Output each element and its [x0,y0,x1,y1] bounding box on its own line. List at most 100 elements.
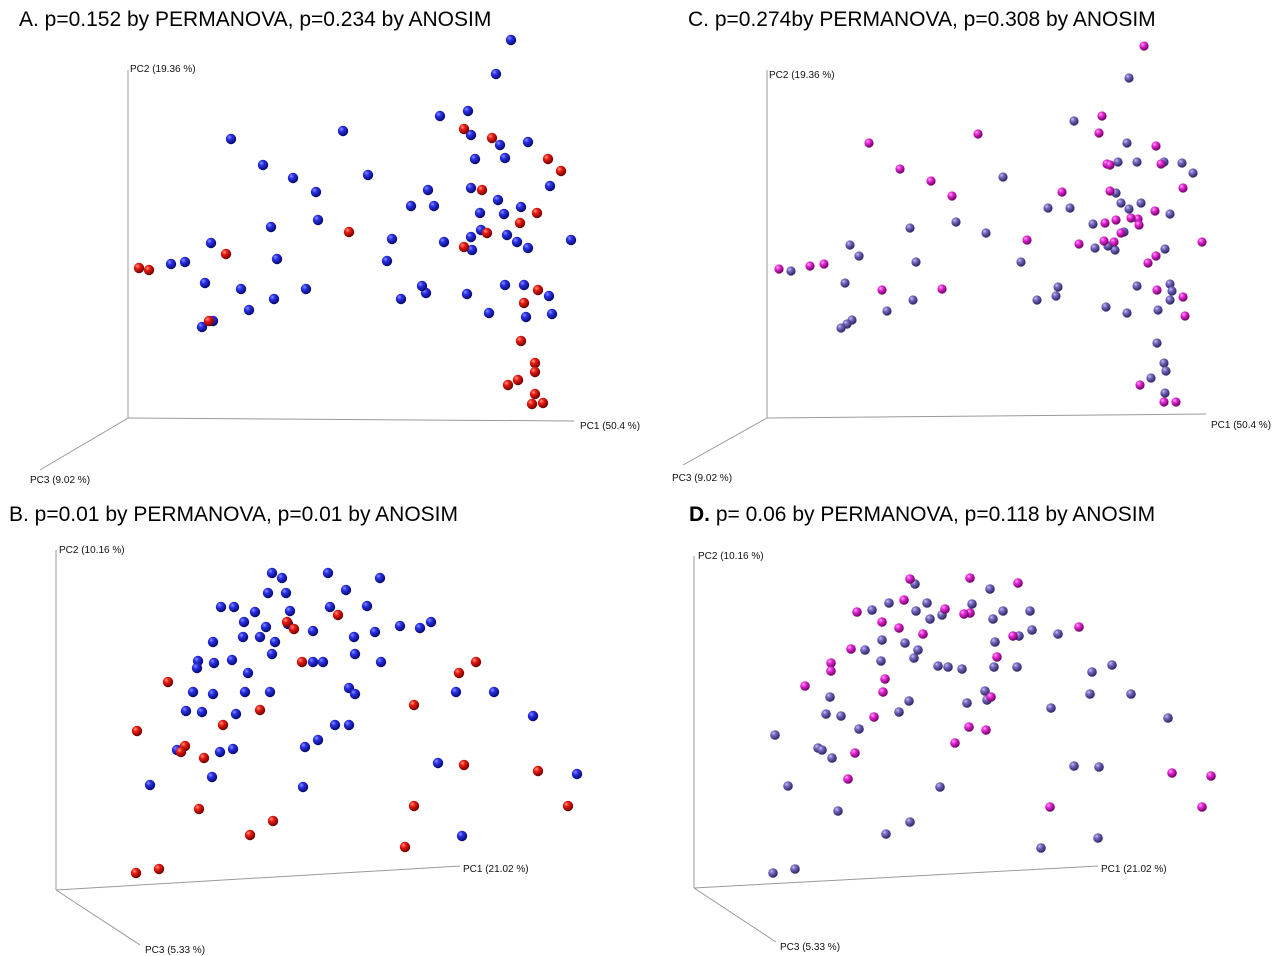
panel-b-red-point [267,815,279,827]
panel-d-magenta-point [880,674,890,684]
panel-c-pc1-label: PC1 (50.4 %) [1211,420,1271,431]
panel-c-purple-point [1159,358,1169,368]
panel-c-magenta-point [864,138,874,148]
panel-a-blue-point [546,308,558,320]
panel-a-red-point [542,153,554,165]
panel-b-blue-point [414,622,426,634]
panel-a-blue-point [499,279,511,291]
panel-a-blue-point [265,221,277,233]
panel-a-points [133,34,577,410]
panel-d-purple-point [867,605,877,615]
panel-c-purple-point [998,172,1008,182]
panel-a-red-point [502,379,514,391]
points-layer [130,34,1216,879]
panel-d-magenta-point [1045,802,1055,812]
panel-d-magenta-point [800,681,810,691]
panel-d-magenta-point [918,629,928,639]
panel-a-red-point [518,297,530,309]
panel-c-purple-point [1132,281,1142,291]
panel-d-magenta-point [959,609,969,619]
panel-c-magenta-point [1097,111,1107,121]
panel-a-blue-point [271,253,283,265]
panel-a-blue-point [461,288,473,300]
panel-b-blue-point [375,656,387,668]
panel-d-purple-point [985,584,995,594]
panel-d-purple-point [1069,761,1079,771]
panel-d-purple-point [957,664,967,674]
panel-b-red-point [532,765,544,777]
panel-a-blue-point [243,304,255,316]
panel-a-blue-point [462,105,474,117]
panel-b-red-point [562,800,574,812]
panel-d-purple-point [821,709,831,719]
panel-b-red-point [131,725,143,737]
panel-c-purple-point [1146,373,1156,383]
panel-b-pc1-axis [55,865,461,891]
panel-b-blue-point [349,688,361,700]
panel-b-blue-point [571,768,583,780]
panel-c-points [774,41,1207,407]
panel-c-purple-point [1069,116,1079,126]
panel-b-red-point [288,623,300,635]
panel-b-red-point [130,867,142,879]
panel-a-red-point [458,123,470,135]
panel-a-pc3-axis [39,417,129,471]
panel-c-magenta-point [1135,380,1145,390]
panel-d-magenta-point [905,574,915,584]
panel-d-purple-point [1093,833,1103,843]
panel-d-magenta-point [1008,631,1018,641]
panel-c-axes [682,70,1207,466]
panel-b-red-point [458,759,470,771]
panel-b-blue-point [266,648,278,660]
panel-a-red-point [537,397,549,409]
panel-c-magenta-point [774,264,784,274]
panel-b-red-point [453,667,465,679]
panel-b-red-point [281,616,293,628]
panel-a-blue-point [544,180,556,192]
panel-b-blue-point [432,757,444,769]
panel-d-purple-point [825,692,835,702]
panel-d-magenta-point [940,604,950,614]
panel-b-blue-point [187,686,199,698]
panel-d-purple-point [1036,843,1046,853]
panel-c-purple-point [1136,198,1146,208]
panel-b-red-point [175,746,187,758]
panel-a-red-point [531,207,543,219]
panel-b-red-point [153,863,165,875]
panel-a-blue-point [499,152,511,164]
panel-a-blue-point [522,136,534,148]
panel-d-magenta-point [899,595,909,605]
panel-c-magenta-point [947,191,957,201]
panel-d-magenta-point [992,652,1002,662]
panel-a-blue-point [405,200,417,212]
panel-b-blue-point [206,771,218,783]
panel-d-purple-point [909,653,919,663]
panel-a-blue-point [522,242,534,254]
panel-b-blue-point [180,705,192,717]
panel-c-title-text: C. p=0.274by PERMANOVA, p=0.308 by ANOSI… [688,8,1156,31]
panel-d-magenta-point [894,623,904,633]
panel-b-blue-point [456,830,468,842]
panel-d-axes [693,556,1099,943]
panel-a-red-point [133,262,145,274]
panel-b-blue-point [280,587,292,599]
panel-b-blue-point [207,636,219,648]
panel-b-blue-point [237,631,249,643]
panel-b-blue-point [349,648,361,660]
panel-b-blue-point [307,656,319,668]
panel-c-purple-point [1167,286,1177,296]
panel-c-magenta-point [819,259,829,269]
panel-c-purple-point [840,278,850,288]
panel-d-purple-point [905,817,915,827]
panel-a-blue-point [422,184,434,196]
panel-b-blue-point [425,616,437,628]
panel-c-purple-point [1032,295,1042,305]
panel-b-blue-point [348,631,360,643]
panel-d-purple-point [967,599,977,609]
panel-a-blue-point [498,208,510,220]
panel-d-purple-point [817,745,827,755]
panel-b-blue-point [266,567,278,579]
panel-c-purple-point [1122,138,1132,148]
panel-c-purple-point [1177,158,1187,168]
